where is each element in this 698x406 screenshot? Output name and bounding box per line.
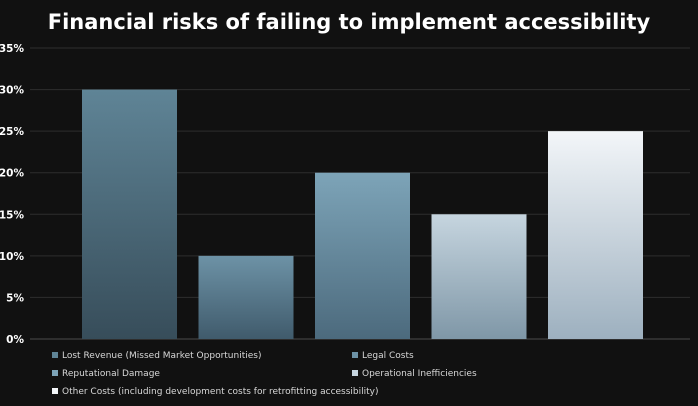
y-tick-label: 25% (0, 126, 24, 138)
y-tick-label: 30% (0, 85, 24, 97)
y-tick-label: 15% (0, 209, 24, 221)
legend-label: Other Costs (including development costs… (62, 387, 379, 397)
y-tick-label: 0% (6, 334, 24, 346)
legend-label: Legal Costs (362, 351, 414, 361)
y-tick-label: 5% (6, 292, 24, 304)
legend-swatch (52, 352, 58, 358)
legend-label: Operational Inefficiencies (362, 369, 477, 379)
y-axis-ticks: 0% 5% 10% 15% 20% 25% 30% 35% (0, 43, 24, 346)
y-tick-label: 10% (0, 251, 24, 263)
chart-title: Financial risks of failing to implement … (48, 10, 651, 34)
y-tick-label: 20% (0, 168, 24, 180)
bars (82, 89, 643, 339)
legend-swatch (352, 370, 358, 376)
bar-2 (198, 255, 294, 339)
y-tick-label: 35% (0, 43, 24, 55)
legend-swatch (52, 370, 58, 376)
legend-swatch (352, 352, 358, 358)
legend-label: Lost Revenue (Missed Market Opportunitie… (62, 351, 261, 361)
bar-4 (431, 214, 527, 339)
legend-swatch (52, 388, 58, 394)
legend-label: Reputational Damage (62, 369, 160, 379)
bar-5 (548, 131, 643, 339)
bar-1 (82, 89, 177, 339)
legend: Lost Revenue (Missed Market Opportunitie… (52, 351, 477, 397)
bar-3 (315, 172, 410, 339)
